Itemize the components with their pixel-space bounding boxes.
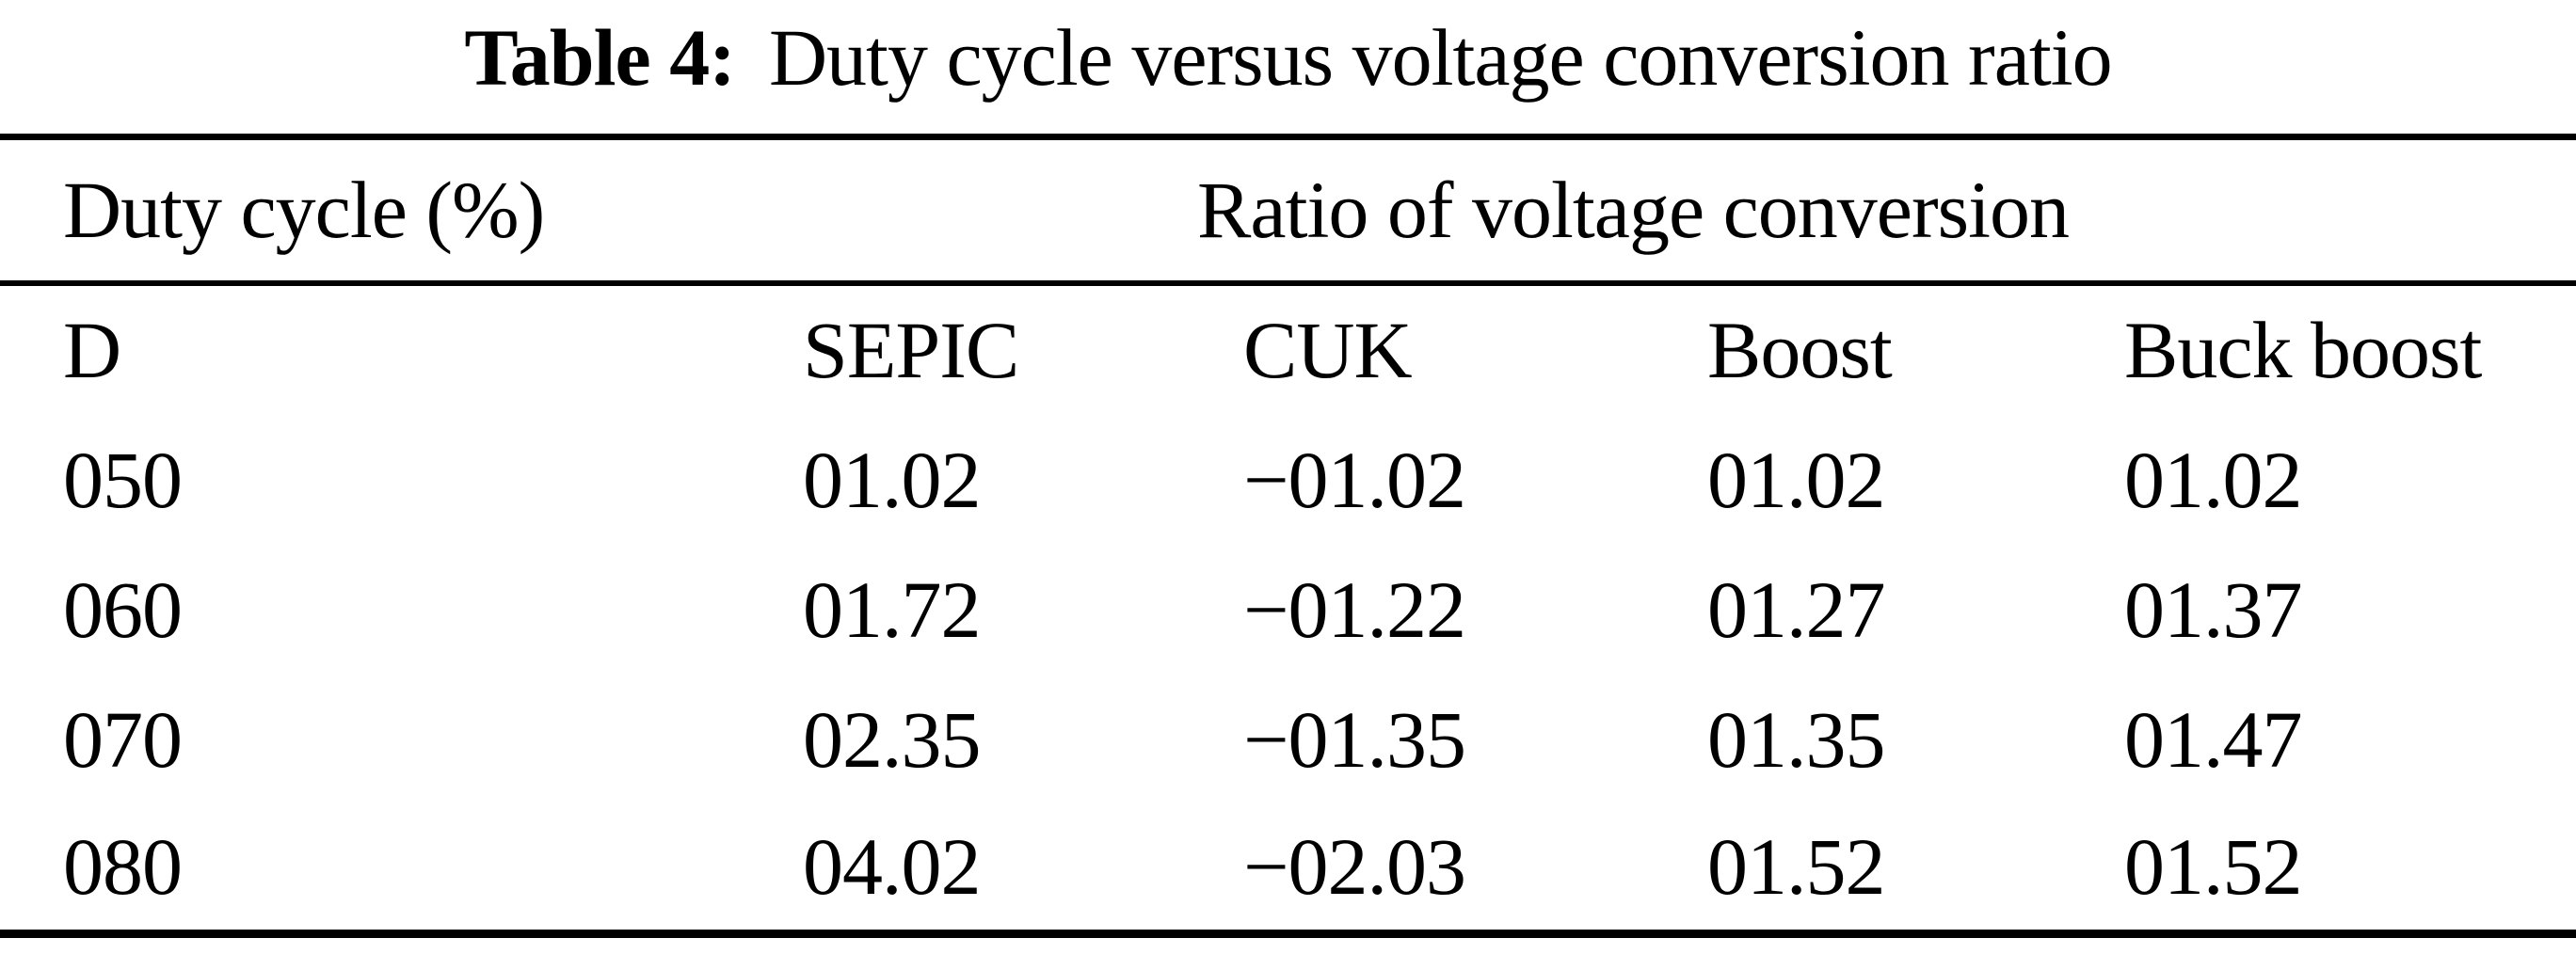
cell-duty: 050 bbox=[63, 434, 183, 525]
cell-buck-boost: 01.52 bbox=[2124, 821, 2303, 913]
cell-boost: 01.35 bbox=[1707, 693, 1886, 785]
cell-sepic: 04.02 bbox=[803, 821, 982, 913]
header-ratio-of-voltage-conversion: Ratio of voltage conversion bbox=[803, 136, 2576, 286]
table-caption-text: Duty cycle versus voltage conversion rat… bbox=[768, 12, 2113, 103]
cell-sepic: 02.35 bbox=[803, 693, 982, 785]
cell-cuk: −01.02 bbox=[1243, 434, 1466, 525]
cell-duty: 070 bbox=[63, 693, 183, 785]
table-group-header-row: Duty cycle (%) Ratio of voltage conversi… bbox=[0, 136, 2576, 286]
cell-duty: 060 bbox=[63, 564, 183, 655]
cell-buck-boost: 01.47 bbox=[2124, 693, 2303, 785]
table-caption-label: Table 4: bbox=[464, 12, 735, 103]
column-header-buck-boost: Buck boost bbox=[2124, 305, 2482, 395]
header-duty-cycle: Duty cycle (%) bbox=[0, 136, 803, 286]
duty-cycle-conversion-table: Duty cycle (%) Ratio of voltage conversi… bbox=[0, 134, 2576, 938]
cell-cuk: −02.03 bbox=[1243, 821, 1466, 913]
table-column-header-row: D SEPIC CUK Boost Buck boost bbox=[0, 283, 2576, 415]
cell-buck-boost: 01.37 bbox=[2124, 564, 2303, 655]
cell-boost: 01.52 bbox=[1707, 821, 1886, 913]
column-header-sepic: SEPIC bbox=[803, 305, 1019, 395]
cell-sepic: 01.72 bbox=[803, 564, 982, 655]
cell-cuk: −01.35 bbox=[1243, 693, 1466, 785]
table-caption: Table 4: Duty cycle versus voltage conver… bbox=[0, 0, 2576, 134]
table-row-070: 070 02.35 −01.35 01.35 01.47 bbox=[0, 675, 2576, 804]
cell-boost: 01.02 bbox=[1707, 434, 1886, 525]
cell-cuk: −01.22 bbox=[1243, 564, 1466, 655]
cell-buck-boost: 01.02 bbox=[2124, 434, 2303, 525]
cell-duty: 080 bbox=[63, 821, 183, 913]
cell-sepic: 01.02 bbox=[803, 434, 982, 525]
table-row-050: 050 01.02 −01.02 01.02 01.02 bbox=[0, 415, 2576, 545]
table-row-080: 080 04.02 −02.03 01.52 01.52 bbox=[0, 804, 2576, 934]
column-header-d: D bbox=[63, 305, 121, 395]
column-header-boost: Boost bbox=[1707, 305, 1893, 395]
cell-boost: 01.27 bbox=[1707, 564, 1886, 655]
column-header-cuk: CUK bbox=[1243, 305, 1413, 395]
table-row-060: 060 01.72 −01.22 01.27 01.37 bbox=[0, 545, 2576, 675]
